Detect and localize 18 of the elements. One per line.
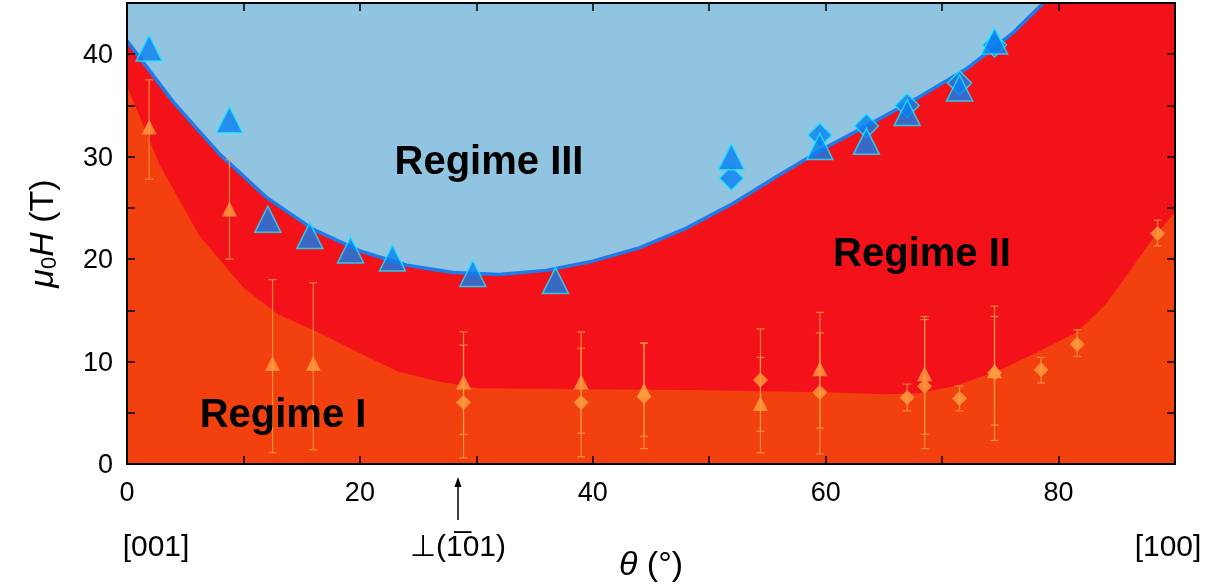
x-tick-label: 40	[577, 476, 608, 507]
y-tick-label: 30	[82, 141, 113, 172]
text: [001]	[122, 528, 190, 562]
x-tick-label: 20	[344, 476, 375, 507]
annotation: Regime II	[833, 230, 1011, 274]
y-tick-label: 40	[82, 39, 113, 70]
text: ⊥(1̅01)	[409, 528, 507, 562]
annotation: Regime I	[199, 391, 367, 435]
annotation: Regime III	[394, 138, 584, 182]
y-tick-label: 20	[82, 244, 113, 275]
x-tick-label: 60	[810, 476, 841, 507]
x-axis-title: θ (°)	[618, 544, 684, 582]
x-tick-label: 80	[1043, 476, 1074, 507]
y-tick-label: 0	[97, 449, 113, 479]
y-tick-label: 10	[82, 346, 113, 377]
x-tick-label: 0	[119, 476, 135, 507]
text: [100]	[1134, 528, 1202, 562]
y-axis-title: μ0H (T)	[22, 179, 61, 289]
